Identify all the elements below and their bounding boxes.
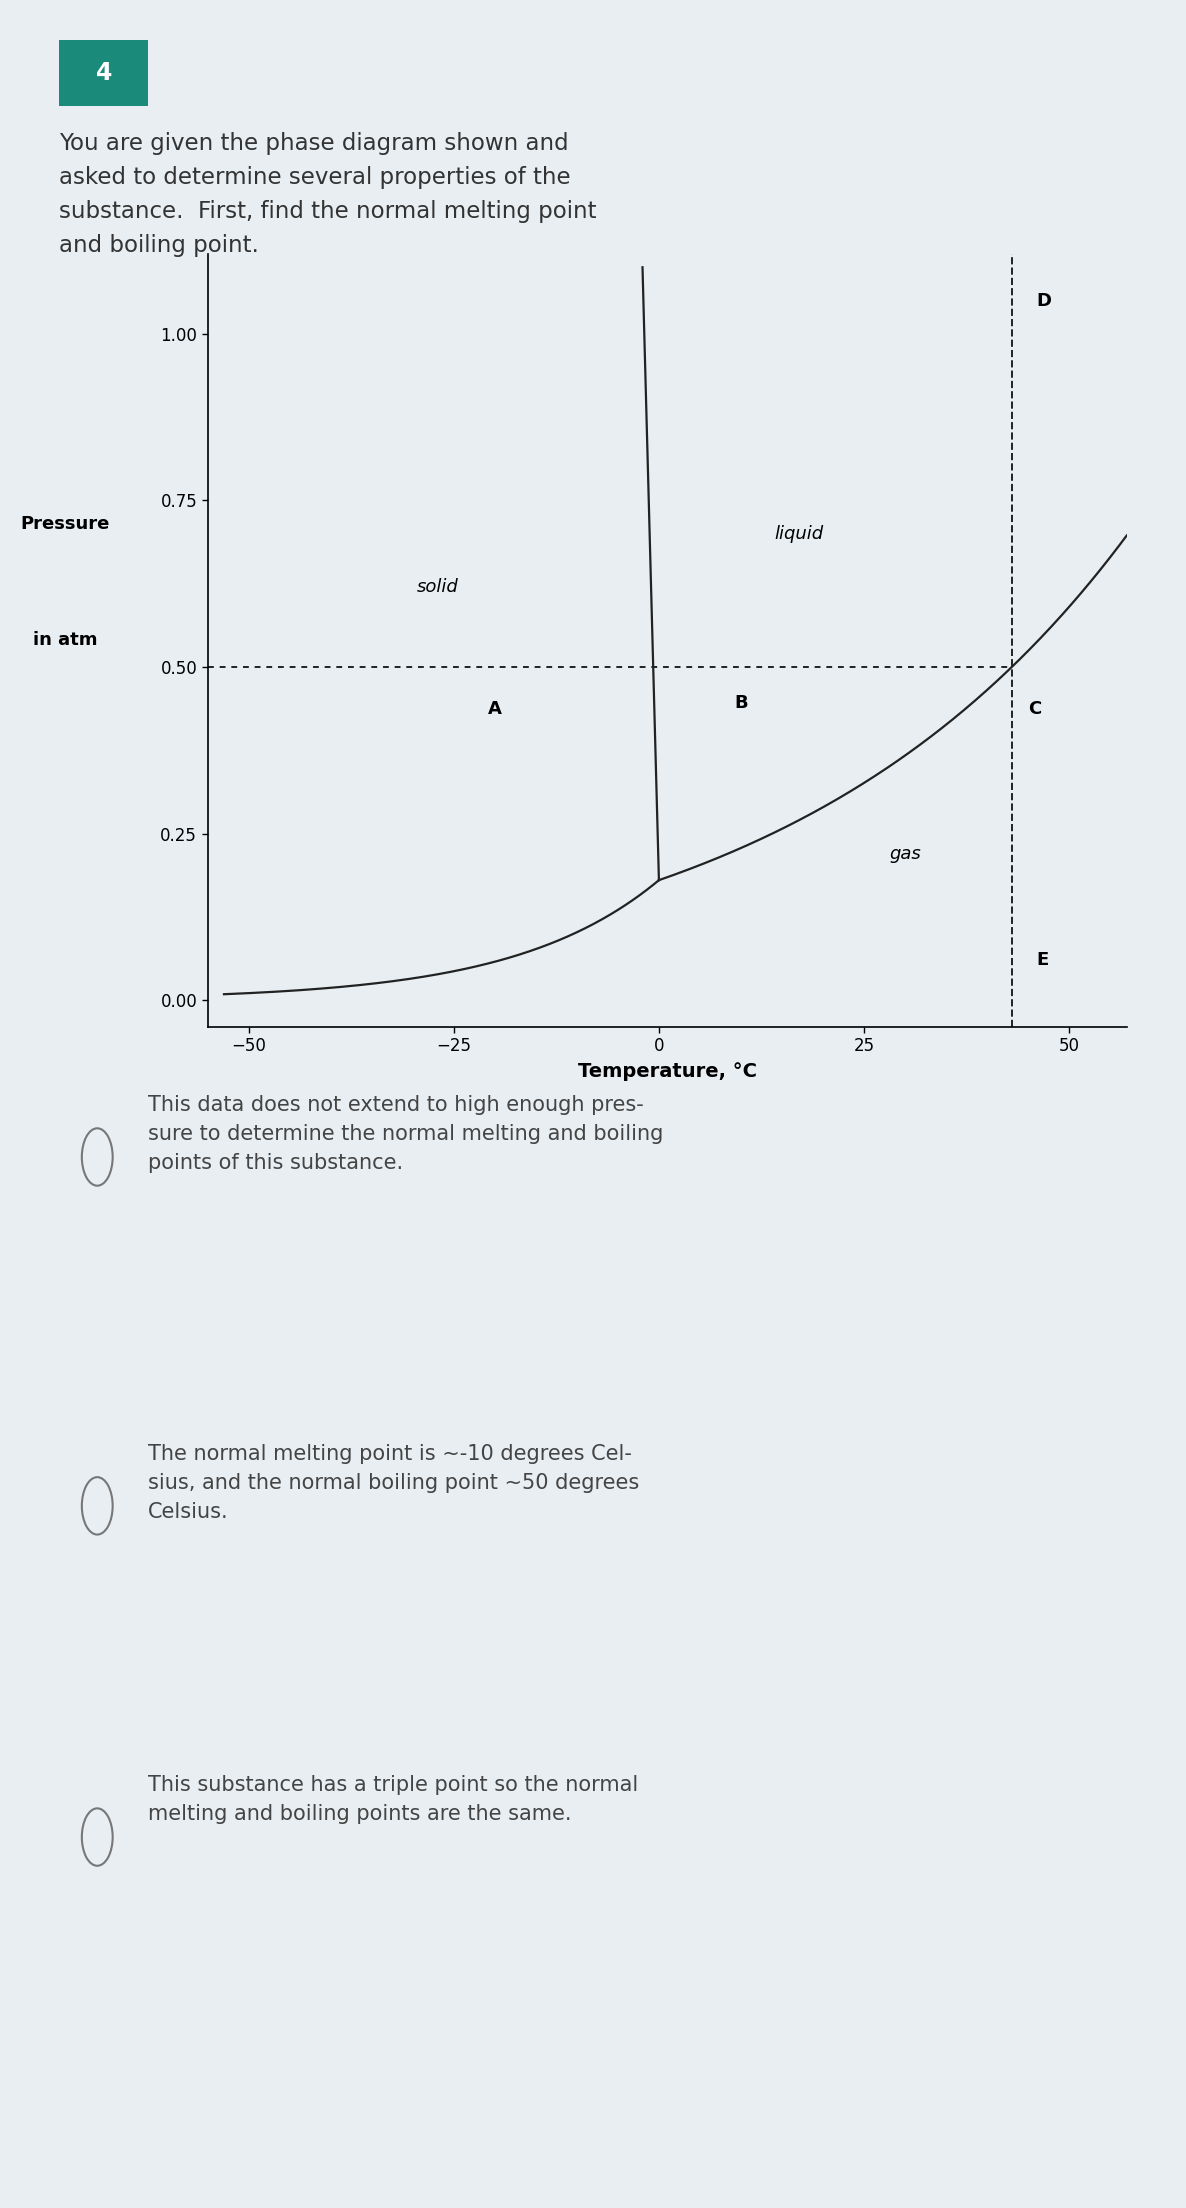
Text: gas: gas <box>890 843 922 863</box>
Text: B: B <box>734 693 748 711</box>
Text: in atm: in atm <box>33 631 97 649</box>
Text: You are given the phase diagram shown and
asked to determine several properties : You are given the phase diagram shown an… <box>59 132 597 256</box>
X-axis label: Temperature, °C: Temperature, °C <box>578 1062 757 1082</box>
Text: D: D <box>1037 291 1052 309</box>
Text: solid: solid <box>416 578 458 596</box>
Text: E: E <box>1037 952 1048 969</box>
Text: A: A <box>487 700 502 718</box>
Text: 4: 4 <box>96 62 111 84</box>
Text: The normal melting point is ~-10 degrees Cel-
sius, and the normal boiling point: The normal melting point is ~-10 degrees… <box>148 1444 639 1521</box>
Text: This substance has a triple point so the normal
melting and boiling points are t: This substance has a triple point so the… <box>148 1775 638 1824</box>
Text: C: C <box>1028 700 1041 718</box>
Text: Pressure: Pressure <box>20 514 110 534</box>
FancyBboxPatch shape <box>59 40 148 106</box>
Text: This data does not extend to high enough pres-
sure to determine the normal melt: This data does not extend to high enough… <box>148 1095 664 1172</box>
Text: liquid: liquid <box>774 526 823 543</box>
